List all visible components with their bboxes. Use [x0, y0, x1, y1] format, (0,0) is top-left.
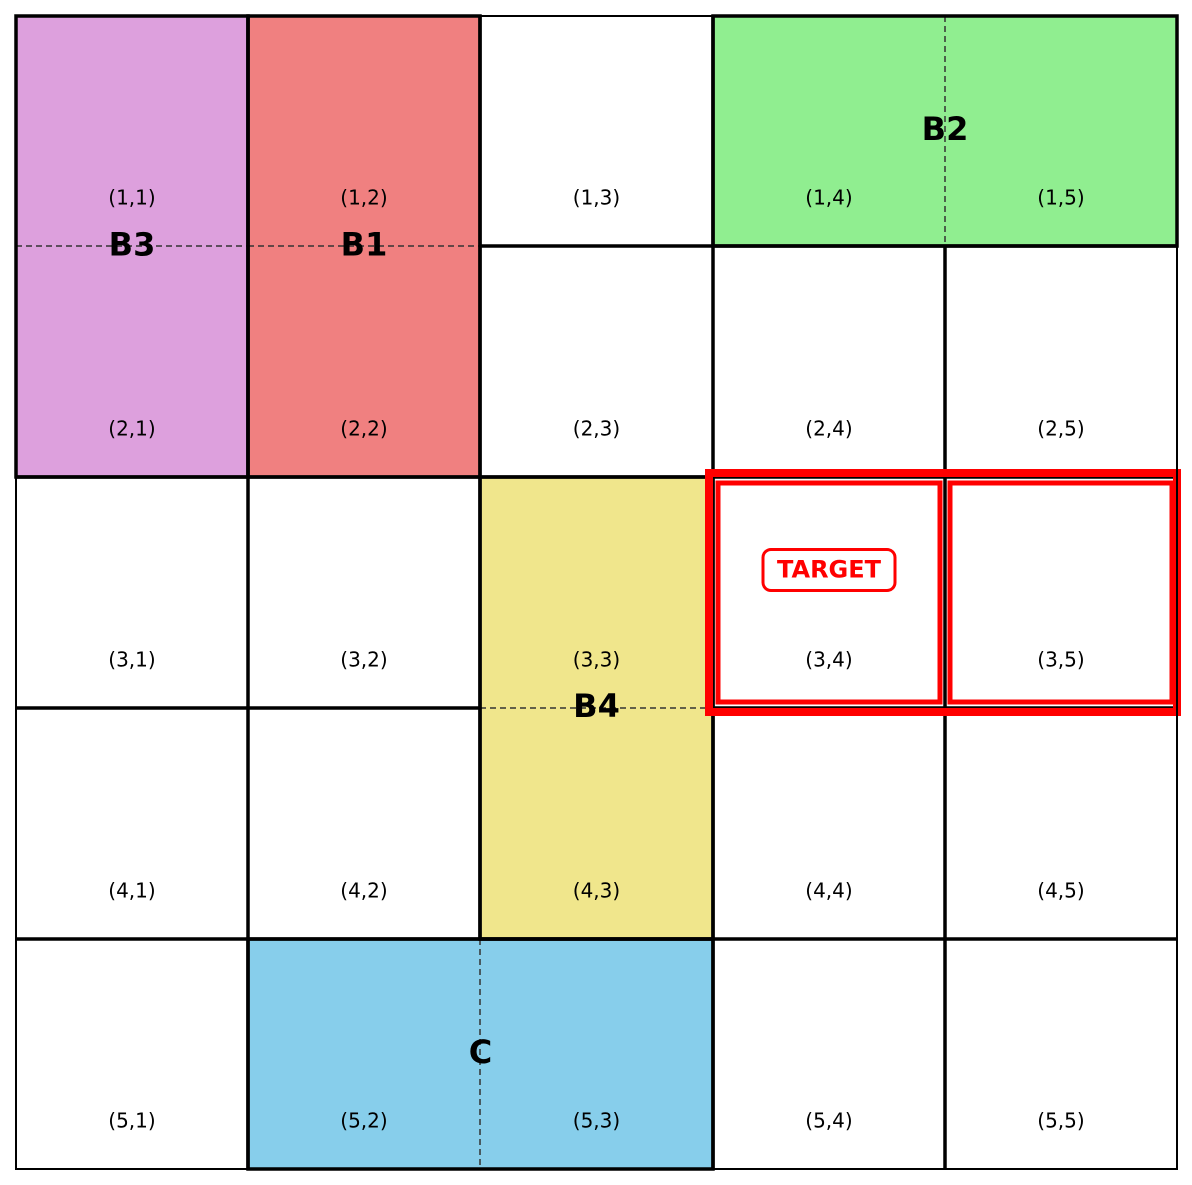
target-cell-border	[715, 480, 943, 705]
cell-coord: (5,4)	[805, 1109, 852, 1133]
cell-coord: (5,5)	[1037, 1109, 1084, 1133]
target-label: TARGET	[777, 556, 882, 584]
cell-coord: (4,3)	[573, 879, 620, 903]
cell-coord: (3,1)	[108, 648, 155, 672]
cell-coord: (4,4)	[805, 879, 852, 903]
block-b3-label: B3	[109, 226, 156, 264]
cell-coord: (3,2)	[340, 648, 387, 672]
cell-coord: (2,4)	[805, 417, 852, 441]
cell-coord: (2,1)	[108, 417, 155, 441]
cell-coord: (1,5)	[1037, 186, 1084, 210]
cell-coord: (1,2)	[340, 186, 387, 210]
cell-coord: (5,2)	[340, 1109, 387, 1133]
board-border	[15, 15, 1178, 1170]
blocks-layer	[16, 16, 1177, 1169]
cell-coord: (3,3)	[573, 648, 620, 672]
cell-coord: (1,3)	[573, 186, 620, 210]
cell-coord: (5,3)	[573, 1109, 620, 1133]
cell-coord: (1,4)	[805, 186, 852, 210]
block-b4-label: B4	[573, 687, 620, 725]
cell-coord: (5,1)	[108, 1109, 155, 1133]
cell-coord: (2,3)	[573, 417, 620, 441]
cell-coord: (3,4)	[805, 648, 852, 672]
block-c-label: C	[469, 1033, 492, 1071]
block-labels: B3 B1 B2 B4 C	[109, 110, 969, 1071]
cell-coord: (4,2)	[340, 879, 387, 903]
cell-coordinates: (1,1) (1,2) (1,3) (1,4) (1,5) (2,1) (2,2) (2,3)…	[108, 186, 1084, 1133]
cell-coord: (4,5)	[1037, 879, 1084, 903]
cell-coord: (4,1)	[108, 879, 155, 903]
cell-coord: (2,2)	[340, 417, 387, 441]
block-b1-label: B1	[341, 226, 388, 264]
target-badge	[761, 548, 897, 592]
cell-coord: (2,5)	[1037, 417, 1084, 441]
target-cell-border	[947, 480, 1175, 705]
cell-coord: (3,5)	[1037, 648, 1084, 672]
cell-coord: (1,1)	[108, 186, 155, 210]
block-b2-label: B2	[922, 110, 969, 148]
